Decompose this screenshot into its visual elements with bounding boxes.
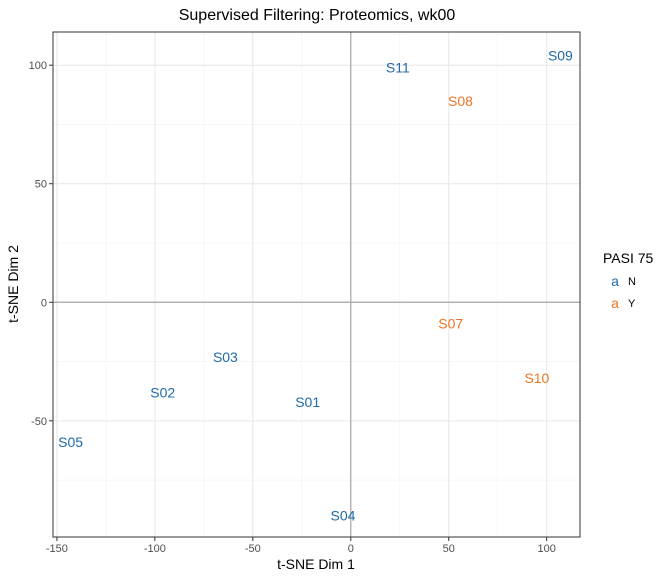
data-labels: S01 S02 S03 S04 S05 S07 S08 S09 S10 S11 xyxy=(58,48,573,524)
x-tick-label: 100 xyxy=(538,543,556,555)
point-label-s03: S03 xyxy=(213,349,238,365)
plot-panel: S01 S02 S03 S04 S05 S07 S08 S09 S10 S11 xyxy=(52,31,581,538)
point-label-s10: S10 xyxy=(524,370,549,386)
legend-label-y: Y xyxy=(628,298,636,310)
x-tick-label: 0 xyxy=(348,543,354,555)
legend-label-n: N xyxy=(628,276,636,288)
x-tick-label: -50 xyxy=(245,543,261,555)
point-label-s08: S08 xyxy=(448,93,473,109)
y-tick-label: 50 xyxy=(35,179,47,191)
zero-lines xyxy=(53,32,580,537)
point-label-s02: S02 xyxy=(150,384,175,400)
point-label-s05: S05 xyxy=(58,434,83,450)
legend-entries: a Na Y xyxy=(611,273,636,311)
x-axis-title: t-SNE Dim 1 xyxy=(277,556,355,572)
point-label-s01: S01 xyxy=(295,394,320,410)
point-label-s11: S11 xyxy=(386,60,410,76)
x-tick-label: 50 xyxy=(443,543,455,555)
point-label-s04: S04 xyxy=(330,508,355,524)
y-tick-label: -50 xyxy=(31,416,47,428)
chart-title: Supervised Filtering: Proteomics, wk00 xyxy=(179,7,456,24)
legend-key-y: a xyxy=(611,295,619,311)
point-label-s09: S09 xyxy=(548,48,573,64)
point-label-s07: S07 xyxy=(438,316,463,332)
y-axis-ticks: -50 0 50 100 xyxy=(29,60,53,428)
x-tick-label: -150 xyxy=(46,543,68,555)
plot-background xyxy=(53,32,580,537)
legend-title: PASI 75 xyxy=(603,250,654,266)
x-tick-label: -100 xyxy=(144,543,166,555)
minor-gridlines xyxy=(53,32,580,537)
plot-border xyxy=(52,31,581,538)
y-tick-label: 100 xyxy=(29,60,47,72)
y-tick-label: 0 xyxy=(41,297,47,309)
y-axis-title: t-SNE Dim 2 xyxy=(5,245,21,323)
legend-key-n: a xyxy=(611,273,619,289)
x-axis-ticks: -150 -100 -50 0 50 100 xyxy=(46,537,556,555)
legend: PASI 75 a Na Y xyxy=(603,250,654,311)
